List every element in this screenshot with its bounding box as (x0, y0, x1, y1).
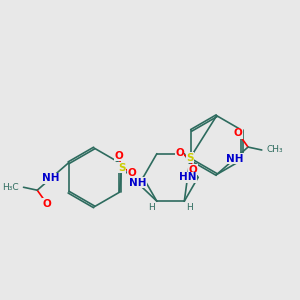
Text: NH: NH (129, 178, 146, 188)
Text: O: O (128, 168, 137, 178)
Text: NH: NH (42, 173, 60, 183)
Text: S: S (118, 163, 125, 172)
Text: O: O (43, 199, 51, 209)
Text: O: O (175, 148, 184, 158)
Text: H: H (148, 202, 155, 211)
Text: O: O (234, 128, 243, 138)
Text: O: O (189, 165, 197, 175)
Text: O: O (114, 151, 123, 161)
Text: HN: HN (179, 172, 196, 182)
Text: CH₃: CH₃ (267, 146, 283, 154)
Text: H: H (186, 202, 193, 211)
Text: NH: NH (226, 154, 243, 164)
Text: S: S (186, 153, 194, 163)
Text: H₃C: H₃C (2, 183, 19, 192)
